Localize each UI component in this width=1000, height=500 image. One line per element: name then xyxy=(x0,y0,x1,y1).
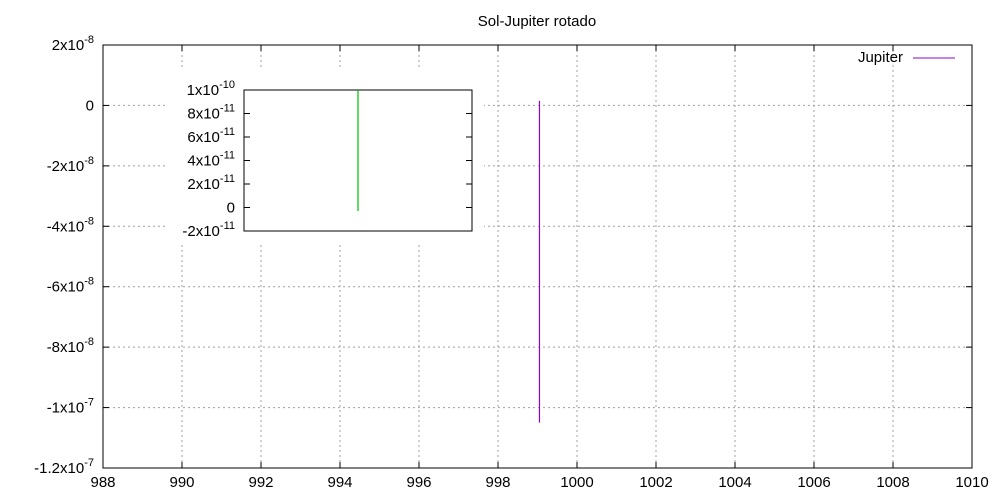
inset-y-tick-label: 1x10-10 xyxy=(187,79,235,99)
y-tick-label: -6x10-8 xyxy=(47,276,94,296)
x-axis-tick-labels: 988 990 992 994 996 998 1000 1002 1004 1006 1008 10… xyxy=(90,474,988,491)
y-tick-label: -4x10-8 xyxy=(47,215,94,235)
legend: Jupiter xyxy=(858,49,955,66)
x-tick-label: 1002 xyxy=(639,474,672,491)
x-tick-label: 998 xyxy=(485,474,510,491)
y-tick-label: 2x10-8 xyxy=(52,34,94,54)
inset-y-tick-labels: 1x10-10 8x10-11 6x10-11 4x10-11 2x10-11 0 -2x1… xyxy=(182,79,235,240)
inset-y-tick-label: 2x10-11 xyxy=(187,173,235,193)
x-tick-label: 992 xyxy=(248,474,273,491)
chart-title: Sol-Jupiter rotado xyxy=(478,13,596,30)
main-axis-ticks xyxy=(102,44,973,469)
x-tick-label: 1008 xyxy=(876,474,909,491)
y-tick-label: -8x10-8 xyxy=(47,336,94,356)
x-tick-label: 1010 xyxy=(955,474,988,491)
inset-y-tick-label: 0 xyxy=(227,200,235,217)
x-tick-label: 990 xyxy=(169,474,194,491)
y-tick-label: -1x10-7 xyxy=(47,397,94,417)
x-tick-label: 1006 xyxy=(797,474,830,491)
x-tick-label: 1000 xyxy=(560,474,593,491)
inset-background xyxy=(168,70,484,243)
x-tick-label: 988 xyxy=(90,474,115,491)
y-axis-tick-labels: 2x10-8 0 -2x10-8 -4x10-8 -6x10-8 -8x10-8 -1x10… xyxy=(34,34,94,477)
inset-y-tick-label: 4x10-11 xyxy=(187,150,235,170)
legend-label-jupiter: Jupiter xyxy=(858,49,903,66)
y-tick-label: -2x10-8 xyxy=(47,155,94,175)
inset-y-tick-label: 8x10-11 xyxy=(187,103,235,123)
x-tick-label: 996 xyxy=(406,474,431,491)
inset-axis-ticks xyxy=(244,89,472,232)
inset-y-tick-label: -2x10-11 xyxy=(182,220,235,240)
x-tick-label: 994 xyxy=(327,474,352,491)
y-tick-label: 0 xyxy=(86,97,94,114)
inset-y-tick-label: 6x10-11 xyxy=(187,126,235,146)
y-tick-label: -1.2x10-7 xyxy=(34,457,94,477)
main-plot-frame xyxy=(102,44,973,469)
x-tick-label: 1004 xyxy=(718,474,751,491)
